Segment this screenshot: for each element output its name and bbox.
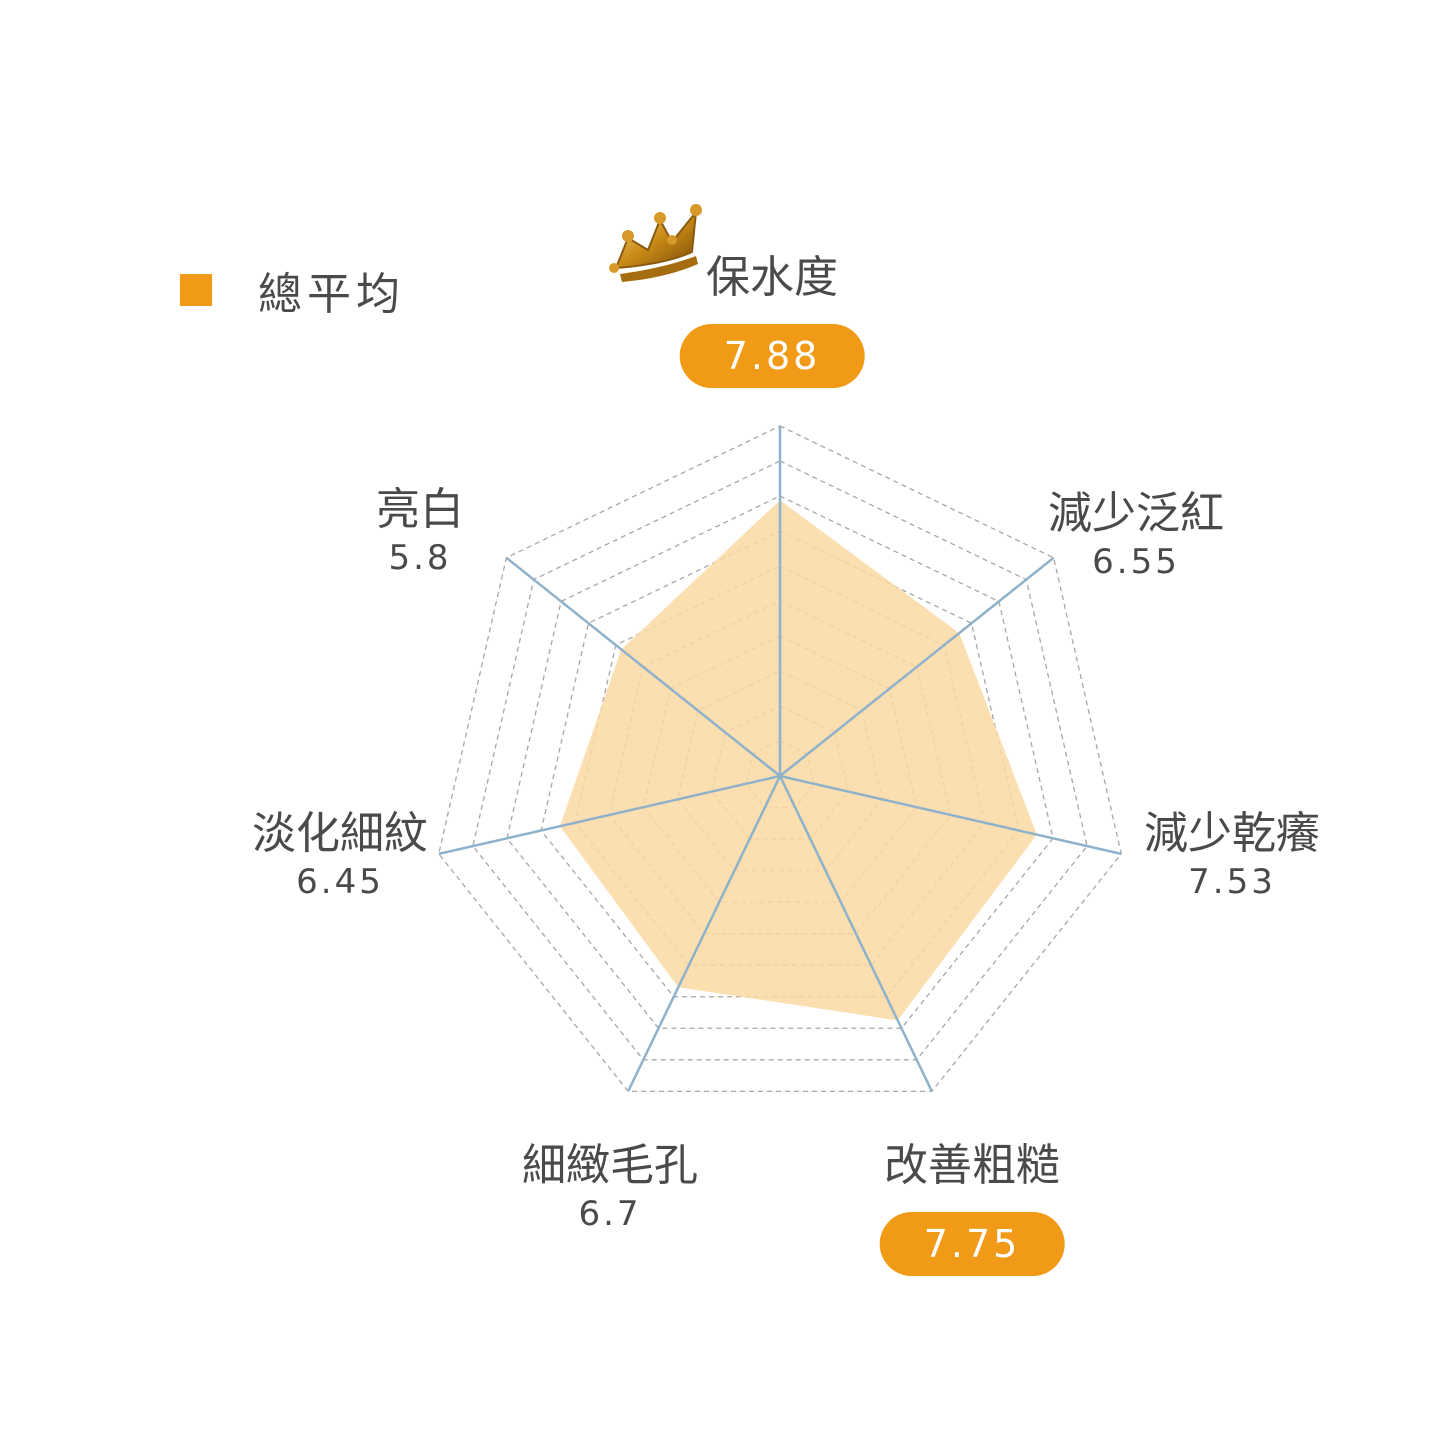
axis-value: 6.7 <box>578 1194 642 1235</box>
grid-ring <box>506 495 1054 1029</box>
axis-label-細緻毛孔: 細緻毛孔 6.7 <box>522 1140 698 1235</box>
axis-name: 改善粗糙 <box>883 1140 1060 1191</box>
grid-ring <box>472 460 1088 1061</box>
legend-label: 總平均 <box>258 269 405 320</box>
axis-value-badge: 7.75 <box>879 1212 1065 1277</box>
axis-value-badge: 7.88 <box>679 324 865 389</box>
axis-label-減少泛紅: 減少泛紅 6.55 <box>1048 488 1224 583</box>
spoke-亮白 <box>505 556 781 777</box>
spoke-改善粗糙 <box>778 775 933 1092</box>
axis-label-淡化細紋: 淡化細紋 6.45 <box>252 808 428 903</box>
radar-spokes <box>438 426 1122 1092</box>
axis-label-保水度: 保水度 7.88 <box>679 252 865 389</box>
grid-ring <box>574 565 986 966</box>
axis-name: 淡化細紋 <box>252 808 428 859</box>
axis-name: 細緻毛孔 <box>522 1140 698 1191</box>
axis-name: 亮白 <box>376 484 464 535</box>
axis-value: 7.53 <box>1188 862 1276 903</box>
crown-icon <box>609 204 702 282</box>
axis-name: 保水度 <box>705 252 838 303</box>
axis-label-改善粗糙: 改善粗糙 7.75 <box>879 1140 1065 1277</box>
axis-value: 6.55 <box>1092 542 1180 583</box>
axis-label-亮白: 亮白 5.8 <box>376 484 464 579</box>
axis-label-減少乾癢: 減少乾癢 7.53 <box>1144 808 1320 903</box>
spoke-淡化細紋 <box>438 774 781 856</box>
spoke-細緻毛孔 <box>627 775 782 1092</box>
axis-name: 減少乾癢 <box>1144 808 1320 859</box>
legend-square-icon <box>180 274 212 306</box>
spoke-減少乾癢 <box>779 774 1122 856</box>
axis-value: 5.8 <box>388 538 452 579</box>
axis-value: 6.45 <box>296 862 384 903</box>
axis-name: 減少泛紅 <box>1048 488 1224 539</box>
grid-ring <box>438 425 1122 1092</box>
spoke-減少泛紅 <box>779 556 1055 777</box>
legend: 總平均 <box>180 258 405 322</box>
